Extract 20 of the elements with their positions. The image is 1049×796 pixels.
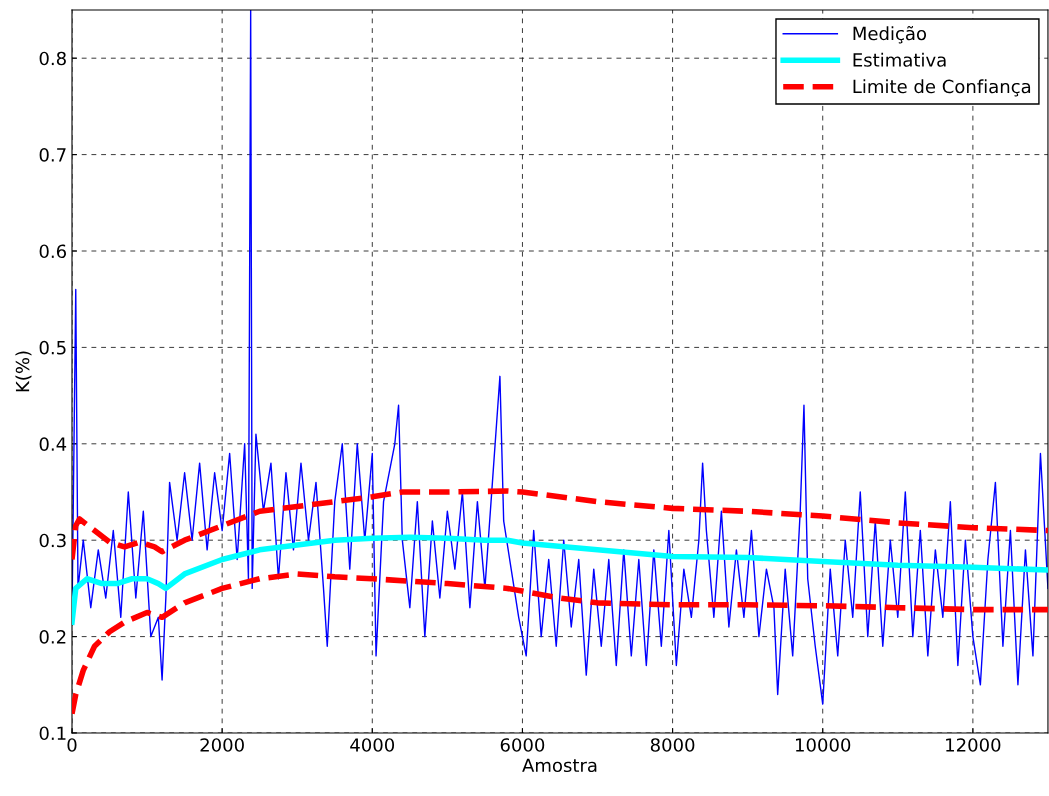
- y-tick-label: 0.4: [39, 437, 67, 451]
- y-axis-title: K(%): [15, 351, 32, 392]
- y-tick-label: 0.8: [39, 51, 66, 66]
- y-tick-label: 0.6: [39, 244, 66, 259]
- x-tick-label: 10000: [796, 738, 851, 752]
- y-tick-label: 0.2: [39, 630, 66, 644]
- x-axis-title: Amostra: [522, 758, 597, 773]
- x-tick-label: 12000: [946, 738, 1001, 752]
- x-tick-label: 6000: [500, 738, 545, 752]
- x-tick-label: 0: [67, 738, 77, 752]
- y-tick-label: 0.7: [39, 148, 66, 162]
- y-tick-label: 0.1: [39, 726, 66, 741]
- x-tick-label: 8000: [650, 738, 695, 752]
- y-tick-label: 0.3: [39, 533, 66, 548]
- x-tick-label: 4000: [350, 738, 395, 752]
- legend-label: Limite de Confiança: [853, 79, 1031, 97]
- legend-label: Medição: [853, 25, 927, 44]
- x-tick-label: 2000: [200, 738, 244, 752]
- legend-label: Estimativa: [853, 52, 946, 67]
- y-tick-label: 0.5: [39, 340, 66, 355]
